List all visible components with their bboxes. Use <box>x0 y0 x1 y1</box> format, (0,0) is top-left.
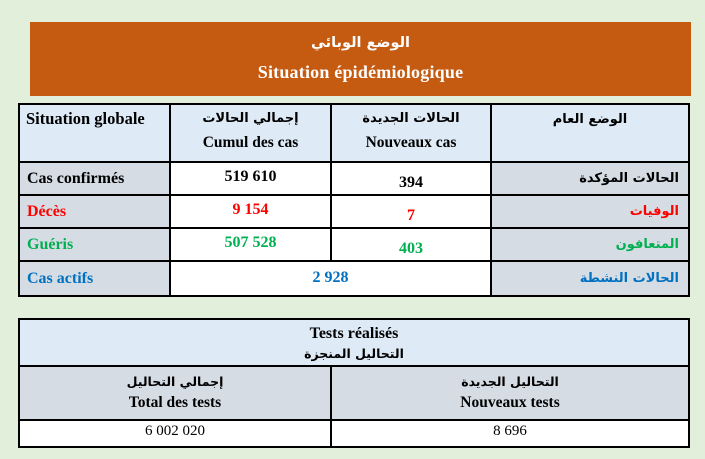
tests-table-values-row: 6 002 020 8 696 <box>18 419 690 448</box>
epidemiology-table-header: Situation globale إجمالي الحالات Cumul d… <box>18 103 690 163</box>
epidemiology-table: Situation globale إجمالي الحالات Cumul d… <box>18 103 690 297</box>
row-gueris: Guéris 507 528 403 المتعافون <box>18 227 690 262</box>
header-nouveaux-french: Nouveaux cas <box>365 134 457 151</box>
header-nouveaux-arabic: الحالات الجديدة <box>362 111 460 126</box>
header-cumul-arabic: إجمالي الحالات <box>202 111 299 126</box>
row-cas-actifs: Cas actifs 2 928 الحالات النشطة <box>18 260 690 297</box>
cell-nouveaux-gueris: 403 <box>330 227 492 262</box>
cell-label-cas-confirmes: Cas confirmés <box>18 161 171 196</box>
tests-table: Tests réalisés التحاليل المنجزة إجمالي ا… <box>18 318 690 448</box>
header-cumul-des-cas: إجمالي الحالات Cumul des cas <box>169 103 332 163</box>
cell-cumul-deces: 9 154 <box>169 194 332 229</box>
cell-total-cas-actifs: 2 928 <box>169 260 492 297</box>
tests-title-french: Tests réalisés <box>309 324 399 342</box>
tests-title-arabic: التحاليل المنجزة <box>304 345 404 361</box>
cell-label-gueris: Guéris <box>18 227 171 262</box>
header-total-tests-arabic: إجمالي التحاليل <box>126 374 224 389</box>
header-nouveaux-tests-arabic: التحاليل الجديدة <box>461 374 559 389</box>
cell-nouveaux-cas-confirmes: 394 <box>330 161 492 196</box>
tests-table-header-row: إجمالي التحاليل Total des tests التحاليل… <box>18 365 690 421</box>
header-total-tests-french: Total des tests <box>128 394 222 411</box>
banner-title-arabic: الوضع الوبائي <box>311 35 410 51</box>
header-nouveaux-cas: الحالات الجديدة Nouveaux cas <box>330 103 492 163</box>
cell-arabic-cas-actifs: الحالات النشطة <box>490 260 690 297</box>
cell-cumul-cas-confirmes: 519 610 <box>169 161 332 196</box>
cell-label-cas-actifs: Cas actifs <box>18 260 171 297</box>
cell-arabic-deces: الوفيات <box>490 194 690 229</box>
value-nouveaux-tests: 8 696 <box>330 419 690 448</box>
tests-title-cell: Tests réalisés التحاليل المنجزة <box>18 318 690 367</box>
row-cas-confirmes: Cas confirmés 519 610 394 الحالات المؤكد… <box>18 161 690 196</box>
header-nouveaux-tests: التحاليل الجديدة Nouveaux tests <box>330 365 690 421</box>
header-nouveaux-tests-french: Nouveaux tests <box>460 394 560 411</box>
cell-arabic-gueris: المتعافون <box>490 227 690 262</box>
header-cumul-french: Cumul des cas <box>202 134 299 151</box>
header-situation-generale-arabic: الوضع العام <box>490 103 690 163</box>
cell-nouveaux-deces: 7 <box>330 194 492 229</box>
row-deces: Décès 9 154 7 الوفيات <box>18 194 690 229</box>
cell-arabic-cas-confirmes: الحالات المؤكدة <box>490 161 690 196</box>
value-total-tests: 6 002 020 <box>18 419 332 448</box>
header-situation-globale: Situation globale <box>18 103 171 163</box>
banner-title-french: Situation épidémiologique <box>257 62 464 82</box>
title-banner: الوضع الوبائي Situation épidémiologique <box>30 22 691 96</box>
header-total-tests: إجمالي التحاليل Total des tests <box>18 365 332 421</box>
cell-label-deces: Décès <box>18 194 171 229</box>
tests-table-title-row: Tests réalisés التحاليل المنجزة <box>18 318 690 367</box>
cell-cumul-gueris: 507 528 <box>169 227 332 262</box>
